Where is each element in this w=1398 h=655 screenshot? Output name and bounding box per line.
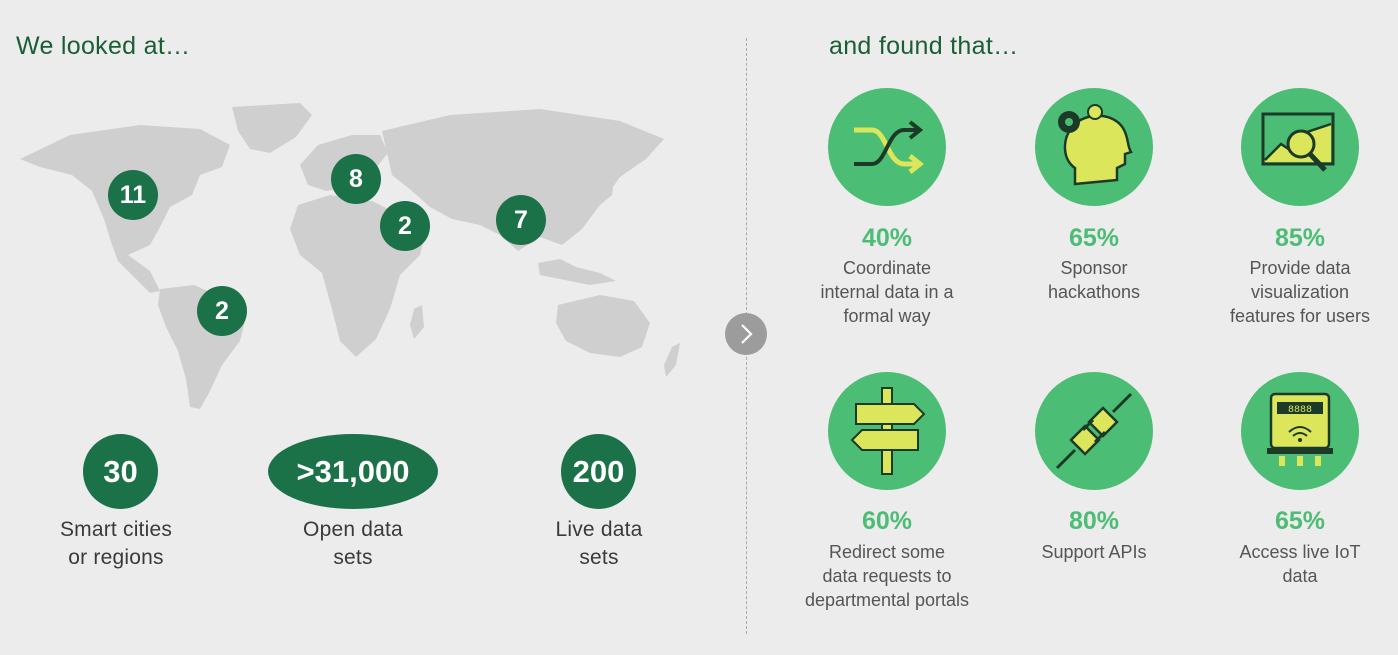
finding-6-line2: data <box>1282 566 1318 586</box>
stat-open-data-line1: Open data <box>303 518 403 541</box>
stat-open-data-value: >31,000 <box>268 434 438 509</box>
map-pin-middle-east: 2 <box>380 201 430 251</box>
map-pin-europe: 8 <box>331 154 381 204</box>
map-pin-asia: 7 <box>496 195 546 245</box>
finding-2-icon-circle <box>1035 88 1153 206</box>
left-heading: We looked at… <box>16 32 191 60</box>
finding-4-line1: Redirect some <box>828 542 946 562</box>
stat-live-data-value: 200 <box>561 434 636 509</box>
map-pin-north-america: 11 <box>108 170 158 220</box>
stat-open-data-line2: sets <box>333 546 373 569</box>
finding-3-line3: features for users <box>1229 306 1371 326</box>
finding-2-percent: 65% <box>1068 224 1120 252</box>
map-pin-south-america: 2 <box>197 286 247 336</box>
finding-3-line1: Provide data <box>1249 258 1351 278</box>
stat-live-data-line2: sets <box>579 546 619 569</box>
finding-4-percent: 60% <box>861 507 913 535</box>
stat-smart-cities-label: Smart cities or regions <box>26 516 206 572</box>
finding-1-text: Coordinate internal data in a formal way <box>787 256 987 328</box>
finding-1-line1: Coordinate <box>842 258 932 278</box>
finding-5-icon-circle <box>1035 372 1153 490</box>
finding-5-text: Support APIs <box>994 540 1194 564</box>
plug-connector-icon <box>1055 392 1133 470</box>
finding-6-icon-circle: 8888 <box>1241 372 1359 490</box>
finding-1-line3: formal way <box>843 306 931 326</box>
stat-smart-cities-line1: Smart cities <box>59 518 173 541</box>
finding-1-icon-circle <box>828 88 946 206</box>
finding-2-line2: hackathons <box>1047 282 1141 302</box>
finding-3-text: Provide data visualization features for … <box>1200 256 1398 328</box>
right-heading: and found that… <box>829 32 1019 60</box>
finding-6-text: Access live IoT data <box>1200 540 1398 588</box>
stat-live-data-line1: Live data <box>555 518 643 541</box>
finding-3-icon-circle <box>1241 88 1359 206</box>
finding-4-line2: data requests to <box>822 566 952 586</box>
head-gears-icon <box>1058 104 1133 186</box>
finding-2-text: Sponsor hackathons <box>994 256 1194 304</box>
shuffle-arrows-icon <box>854 120 925 174</box>
smart-meter-icon: 8888 <box>1267 392 1333 466</box>
chevron-right-icon <box>741 324 753 344</box>
world-map <box>20 103 680 409</box>
finding-3-percent: 85% <box>1274 224 1326 252</box>
next-arrow-button[interactable] <box>725 313 767 355</box>
finding-1-line2: internal data in a <box>820 282 954 302</box>
finding-3-line2: visualization <box>1250 282 1350 302</box>
finding-6-percent: 65% <box>1274 507 1326 535</box>
finding-1-percent: 40% <box>861 224 913 252</box>
finding-5-percent: 80% <box>1068 507 1120 535</box>
stat-open-data-label: Open data sets <box>263 516 443 572</box>
finding-4-icon-circle <box>828 372 946 490</box>
finding-4-text: Redirect some data requests to departmen… <box>787 540 987 612</box>
finding-4-line3: departmental portals <box>804 590 970 610</box>
chart-magnifier-icon <box>1261 112 1335 172</box>
svg-text:8888: 8888 <box>1288 405 1312 416</box>
stat-smart-cities-value: 30 <box>83 434 158 509</box>
finding-2-line1: Sponsor <box>1060 258 1128 278</box>
finding-5-line1: Support APIs <box>1041 542 1147 562</box>
signpost-icon <box>850 387 926 475</box>
stat-live-data-label: Live data sets <box>509 516 689 572</box>
stat-smart-cities-line2: or regions <box>68 546 164 569</box>
finding-6-line1: Access live IoT <box>1239 542 1361 562</box>
